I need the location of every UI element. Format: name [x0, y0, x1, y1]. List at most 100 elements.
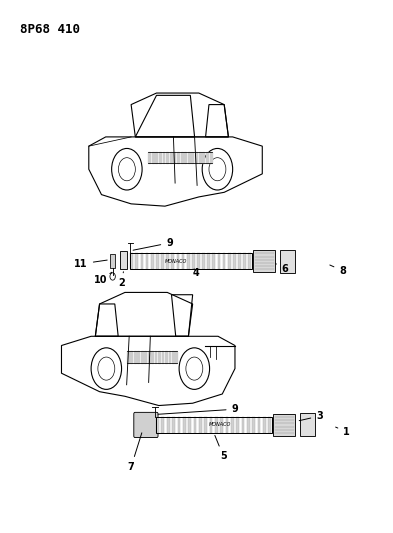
Bar — [300, 414, 314, 437]
Text: 11: 11 — [74, 259, 107, 269]
Bar — [162, 417, 164, 433]
Text: MONACO: MONACO — [165, 259, 187, 264]
Bar — [223, 253, 226, 269]
Bar — [165, 351, 167, 363]
Bar — [166, 152, 168, 164]
Bar — [119, 251, 127, 269]
Bar — [248, 253, 251, 269]
Bar — [136, 253, 138, 269]
Bar — [110, 254, 115, 268]
Bar — [156, 417, 159, 433]
Bar — [159, 152, 161, 164]
Bar — [181, 152, 182, 164]
Bar — [151, 351, 153, 363]
Bar — [178, 417, 180, 433]
Bar — [134, 351, 136, 363]
Bar — [204, 417, 207, 433]
Bar — [171, 253, 174, 269]
Text: 5: 5 — [215, 435, 227, 462]
Bar — [220, 417, 223, 433]
Bar — [148, 351, 149, 363]
Bar — [163, 152, 164, 164]
Bar — [173, 152, 175, 164]
Bar — [197, 253, 200, 269]
Text: 8P68 410: 8P68 410 — [20, 22, 79, 36]
Bar — [172, 417, 175, 433]
Bar — [177, 152, 179, 164]
Bar — [156, 253, 159, 269]
Text: 7: 7 — [128, 433, 142, 472]
Bar — [183, 417, 185, 433]
Bar — [167, 417, 169, 433]
Bar — [233, 253, 236, 269]
Bar — [215, 417, 218, 433]
Bar — [192, 253, 195, 269]
Bar — [191, 152, 193, 164]
Text: 8: 8 — [330, 265, 346, 276]
Bar — [158, 351, 160, 363]
Bar — [252, 417, 255, 433]
Text: MONACO: MONACO — [208, 423, 231, 427]
Text: 2: 2 — [118, 272, 125, 288]
Bar — [155, 152, 157, 164]
Bar — [184, 152, 186, 164]
Bar — [243, 253, 246, 269]
Bar — [156, 417, 272, 433]
Text: 9: 9 — [158, 404, 238, 414]
Bar — [263, 417, 266, 433]
Text: 3: 3 — [299, 411, 323, 421]
Text: 4: 4 — [193, 268, 200, 278]
Bar — [162, 351, 163, 363]
Bar — [176, 351, 177, 363]
Bar — [176, 253, 179, 269]
Bar — [137, 351, 139, 363]
Bar — [130, 253, 133, 269]
Bar — [154, 351, 156, 363]
Bar — [209, 417, 212, 433]
Bar — [169, 351, 171, 363]
Bar — [213, 253, 215, 269]
Bar — [146, 253, 149, 269]
Bar — [152, 152, 154, 164]
Bar — [188, 417, 191, 433]
Bar — [206, 152, 208, 164]
Bar — [202, 152, 204, 164]
Bar — [209, 152, 211, 164]
Bar — [199, 417, 202, 433]
Bar — [166, 253, 169, 269]
Bar — [242, 417, 244, 433]
Bar — [208, 253, 210, 269]
Bar — [141, 351, 143, 363]
Bar — [228, 253, 231, 269]
Bar — [195, 152, 197, 164]
Bar — [170, 152, 172, 164]
Bar — [258, 417, 261, 433]
Text: 9: 9 — [133, 238, 173, 250]
Text: 1: 1 — [336, 427, 350, 437]
Bar — [187, 253, 189, 269]
Bar — [127, 351, 129, 363]
Bar — [141, 253, 143, 269]
Bar — [268, 417, 271, 433]
Bar — [231, 417, 234, 433]
Bar — [226, 417, 228, 433]
Bar — [130, 253, 252, 269]
Bar — [236, 417, 239, 433]
Bar — [247, 417, 250, 433]
FancyBboxPatch shape — [134, 413, 158, 438]
Bar — [148, 152, 150, 164]
Bar — [188, 152, 190, 164]
Bar — [273, 414, 296, 436]
Bar — [218, 253, 220, 269]
Bar — [172, 351, 174, 363]
Bar — [151, 253, 154, 269]
Bar — [280, 250, 295, 273]
Bar — [144, 351, 146, 363]
Bar — [199, 152, 201, 164]
Text: 6: 6 — [276, 264, 288, 274]
Bar — [238, 253, 241, 269]
Bar — [202, 253, 205, 269]
Text: 10: 10 — [94, 272, 112, 285]
Bar — [130, 351, 132, 363]
Bar — [253, 250, 275, 272]
